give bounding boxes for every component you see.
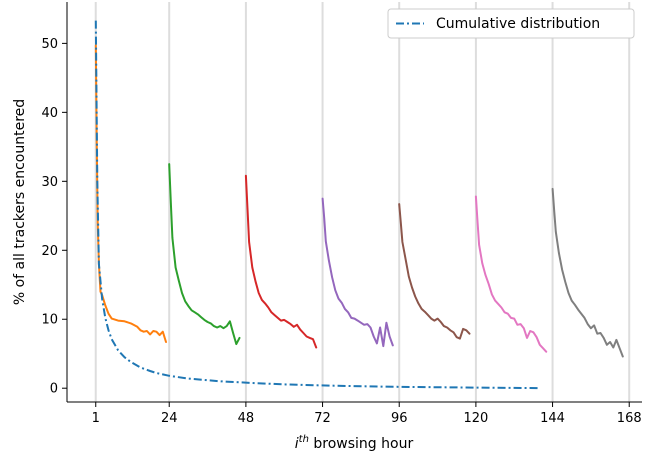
x-tick-label: 96 xyxy=(391,411,408,426)
y-tick-label: 30 xyxy=(41,175,58,190)
y-ticks: 0 10 20 30 40 50 xyxy=(41,37,67,397)
x-axis-label-rest: browsing hour xyxy=(309,436,414,452)
legend-box xyxy=(387,8,635,39)
y-axis-label: % of all trackers encountered xyxy=(12,99,28,305)
y-tick-label: 10 xyxy=(41,313,58,328)
series-line-1 xyxy=(94,44,167,343)
series-layer xyxy=(94,20,624,390)
x-tick-label: 48 xyxy=(238,411,255,426)
legend: Cumulative distribution xyxy=(387,8,635,39)
series-line-2 xyxy=(168,163,241,346)
x-tick-label: 168 xyxy=(617,411,642,426)
x-tick-label: 24 xyxy=(161,411,178,426)
series-line-4 xyxy=(321,197,394,348)
x-ticks: 1 24 48 72 96 120 144 168 xyxy=(92,402,642,426)
x-tick-label: 1 xyxy=(92,411,100,426)
x-axis-label: ith browsing hour xyxy=(295,434,414,452)
x-tick-label: 144 xyxy=(540,411,565,426)
cumulative-distribution-line xyxy=(94,20,540,390)
axes xyxy=(66,2,642,403)
legend-label: Cumulative distribution xyxy=(436,16,600,32)
y-tick-label: 20 xyxy=(41,244,58,259)
series-line-3 xyxy=(244,174,318,349)
x-axis-label-superscript: th xyxy=(299,434,309,445)
x-tick-label: 72 xyxy=(314,411,331,426)
x-tick-label: 120 xyxy=(463,411,488,426)
y-tick-label: 50 xyxy=(41,37,58,52)
x-axis-label-base: i xyxy=(295,436,299,452)
series-line-5 xyxy=(398,203,471,340)
grid-lines xyxy=(94,2,631,402)
y-tick-label: 40 xyxy=(41,106,58,121)
series-line-7 xyxy=(551,187,624,358)
series-line-6 xyxy=(474,195,548,353)
y-tick-label: 0 xyxy=(50,382,58,397)
